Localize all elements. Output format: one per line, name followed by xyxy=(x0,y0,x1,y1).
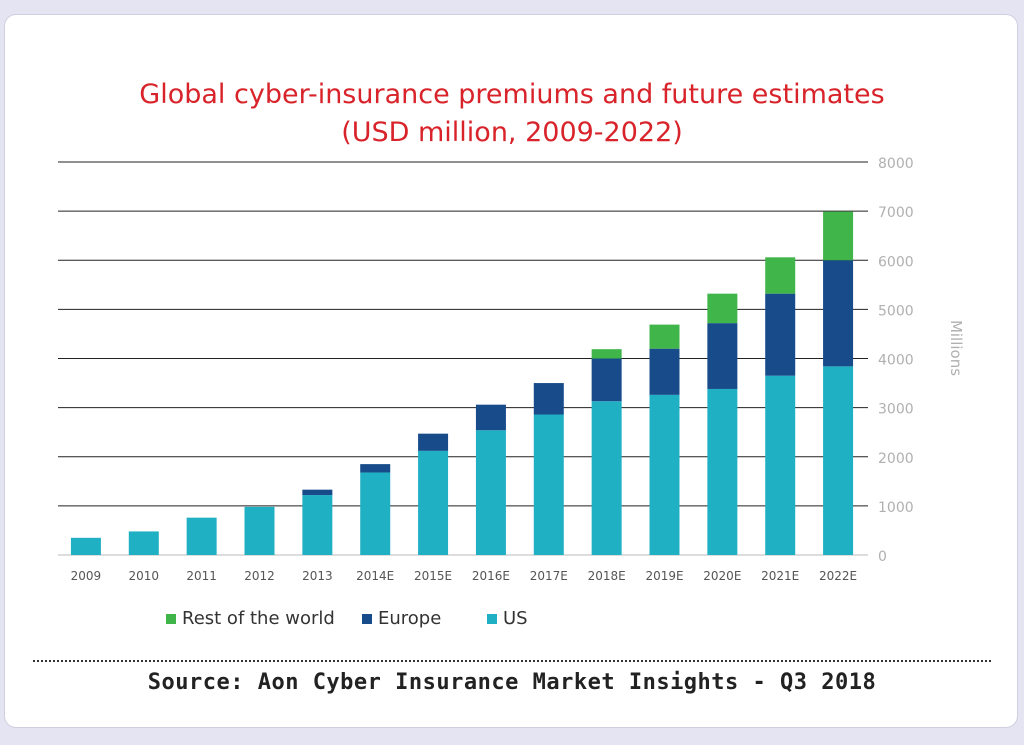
x-tick-label: 2022E xyxy=(819,569,857,583)
y-axis-label: Millions xyxy=(947,320,965,376)
bar-europe-2017E xyxy=(533,383,564,415)
bar-us-2019E xyxy=(649,394,680,555)
bar-europe-2020E xyxy=(707,323,738,389)
bar-us-2011 xyxy=(186,517,217,555)
bar-europe-2022E xyxy=(823,260,854,367)
source-divider xyxy=(33,660,991,662)
y-tick-label: 7000 xyxy=(878,205,914,221)
x-tick-label: 2017E xyxy=(530,569,568,583)
legend-swatch-rest-of-world xyxy=(166,613,176,624)
legend-swatch-us xyxy=(487,613,497,624)
source-text: Source: Aon Cyber Insurance Market Insig… xyxy=(147,670,877,695)
bar-us-2020E xyxy=(707,388,738,555)
bar-us-2018E xyxy=(591,401,622,555)
x-tick-label: 2012 xyxy=(244,569,275,583)
bar-rest-of-the-world-2021E xyxy=(765,257,796,294)
x-tick-label: 2014E xyxy=(356,569,394,583)
bar-us-2022E xyxy=(823,366,854,555)
bar-us-2009 xyxy=(70,537,101,555)
bar-rest-of-the-world-2022E xyxy=(823,211,854,261)
x-tick-label: 2019E xyxy=(645,569,683,583)
bar-europe-2021E xyxy=(765,293,796,376)
legend-swatch-europe xyxy=(362,613,372,624)
y-tick-label: 6000 xyxy=(878,254,914,270)
bar-us-2017E xyxy=(533,414,564,555)
bar-us-2014E xyxy=(360,472,391,555)
x-tick-label: 2018E xyxy=(588,569,626,583)
bar-europe-2015E xyxy=(418,433,449,451)
bar-us-2012 xyxy=(244,506,275,555)
bar-us-2013 xyxy=(302,495,333,555)
chart-subtitle: (USD million, 2009-2022) xyxy=(341,117,683,148)
legend-item-europe: Europe xyxy=(362,608,441,629)
x-tick-label: 2021E xyxy=(761,569,799,583)
y-tick-label: 1000 xyxy=(878,500,914,516)
legend-label-us: US xyxy=(503,608,528,629)
x-tick-label: 2015E xyxy=(414,569,452,583)
bar-europe-2014E xyxy=(360,464,391,473)
bar-us-2021E xyxy=(765,375,796,555)
legend-item-us: US xyxy=(487,608,528,629)
x-tick-label: 2011 xyxy=(186,569,217,583)
bar-us-2016E xyxy=(475,430,506,555)
bar-europe-2018E xyxy=(591,358,622,402)
bar-rest-of-the-world-2018E xyxy=(591,349,622,359)
x-tick-label: 2010 xyxy=(129,569,160,583)
legend-item-rest-of-world: Rest of the world xyxy=(166,608,335,629)
y-tick-label: 3000 xyxy=(878,402,914,418)
bar-europe-2019E xyxy=(649,348,680,395)
y-tick-label: 2000 xyxy=(878,451,914,467)
y-tick-label: 5000 xyxy=(878,303,914,319)
legend-label-rest-of-world: Rest of the world xyxy=(182,608,335,629)
y-tick-label: 8000 xyxy=(878,156,914,172)
x-tick-label: 2016E xyxy=(472,569,510,583)
y-tick-label: 0 xyxy=(878,549,887,565)
x-tick-label: 2013 xyxy=(302,569,333,583)
y-tick-label: 4000 xyxy=(878,353,914,369)
legend-label-europe: Europe xyxy=(378,608,442,629)
chart-title: Global cyber-insurance premiums and futu… xyxy=(139,79,885,110)
bar-europe-2013 xyxy=(302,489,333,496)
bar-us-2010 xyxy=(128,531,159,555)
bar-europe-2016E xyxy=(475,404,506,431)
x-tick-label: 2009 xyxy=(71,569,102,583)
bar-us-2015E xyxy=(418,450,449,555)
x-tick-label: 2020E xyxy=(703,569,741,583)
bar-rest-of-the-world-2019E xyxy=(649,324,680,349)
bar-rest-of-the-world-2020E xyxy=(707,293,738,324)
